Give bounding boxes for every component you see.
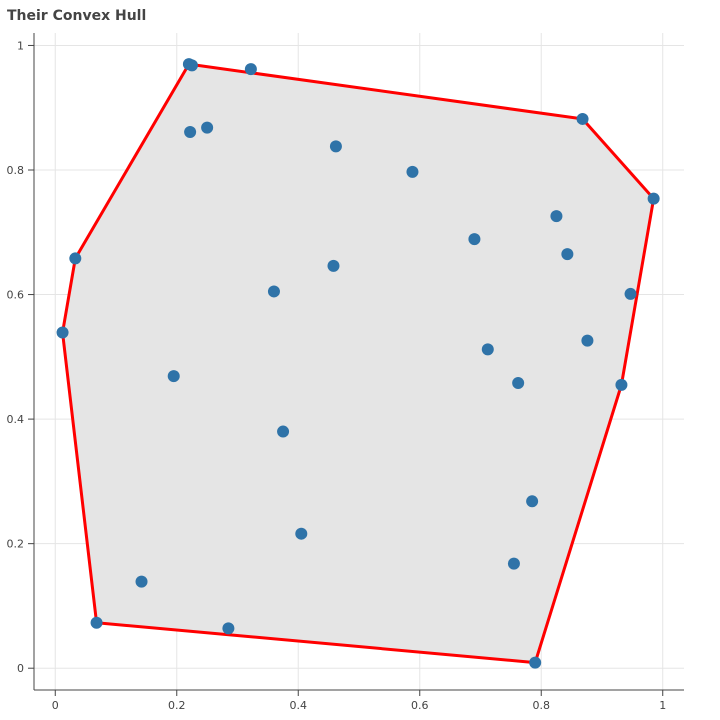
chart-title: Their Convex Hull bbox=[7, 8, 147, 24]
y-tick-label: 1 bbox=[17, 39, 24, 52]
data-point bbox=[201, 121, 214, 134]
hull-fill bbox=[62, 64, 654, 663]
data-point bbox=[615, 378, 628, 391]
x-tick-label: 0.8 bbox=[532, 699, 550, 712]
x-tick-label: 0.6 bbox=[411, 699, 429, 712]
data-point bbox=[581, 334, 594, 347]
data-point bbox=[647, 192, 660, 205]
data-point bbox=[184, 126, 197, 139]
y-tick-label: 0.6 bbox=[7, 289, 25, 302]
data-point bbox=[507, 557, 520, 570]
x-tick-label: 1 bbox=[659, 699, 666, 712]
x-tick-label: 0.4 bbox=[290, 699, 308, 712]
data-point bbox=[512, 376, 525, 389]
data-point bbox=[550, 210, 563, 223]
data-point bbox=[481, 343, 494, 356]
data-point bbox=[267, 285, 280, 298]
data-point bbox=[222, 622, 235, 635]
data-point bbox=[624, 287, 637, 300]
data-points bbox=[56, 58, 660, 669]
y-tick-label: 0.2 bbox=[7, 538, 25, 551]
data-point bbox=[295, 527, 308, 540]
x-tick-label: 0.2 bbox=[168, 699, 186, 712]
data-point bbox=[468, 233, 481, 246]
data-point bbox=[526, 495, 539, 508]
data-point bbox=[185, 59, 198, 72]
data-point bbox=[327, 259, 340, 272]
axes bbox=[28, 33, 684, 696]
data-point bbox=[329, 140, 342, 153]
data-point bbox=[529, 656, 542, 669]
data-point bbox=[576, 112, 589, 125]
data-point bbox=[406, 165, 419, 178]
data-point bbox=[69, 252, 82, 265]
data-point bbox=[135, 575, 148, 588]
data-point bbox=[56, 326, 69, 339]
data-point bbox=[167, 370, 180, 383]
data-point bbox=[277, 425, 290, 438]
y-tick-label: 0.4 bbox=[7, 413, 25, 426]
y-tick-label: 0 bbox=[17, 662, 24, 675]
data-point bbox=[90, 616, 103, 629]
tick-labels: 0 0.2 0.4 0.6 0.8 1 0 0.2 0.4 0.6 0.8 1 bbox=[7, 39, 667, 712]
convex-hull bbox=[61, 62, 656, 665]
y-tick-label: 0.8 bbox=[7, 164, 25, 177]
data-point bbox=[561, 248, 574, 261]
x-tick-label: 0 bbox=[52, 699, 59, 712]
data-point bbox=[244, 63, 257, 76]
